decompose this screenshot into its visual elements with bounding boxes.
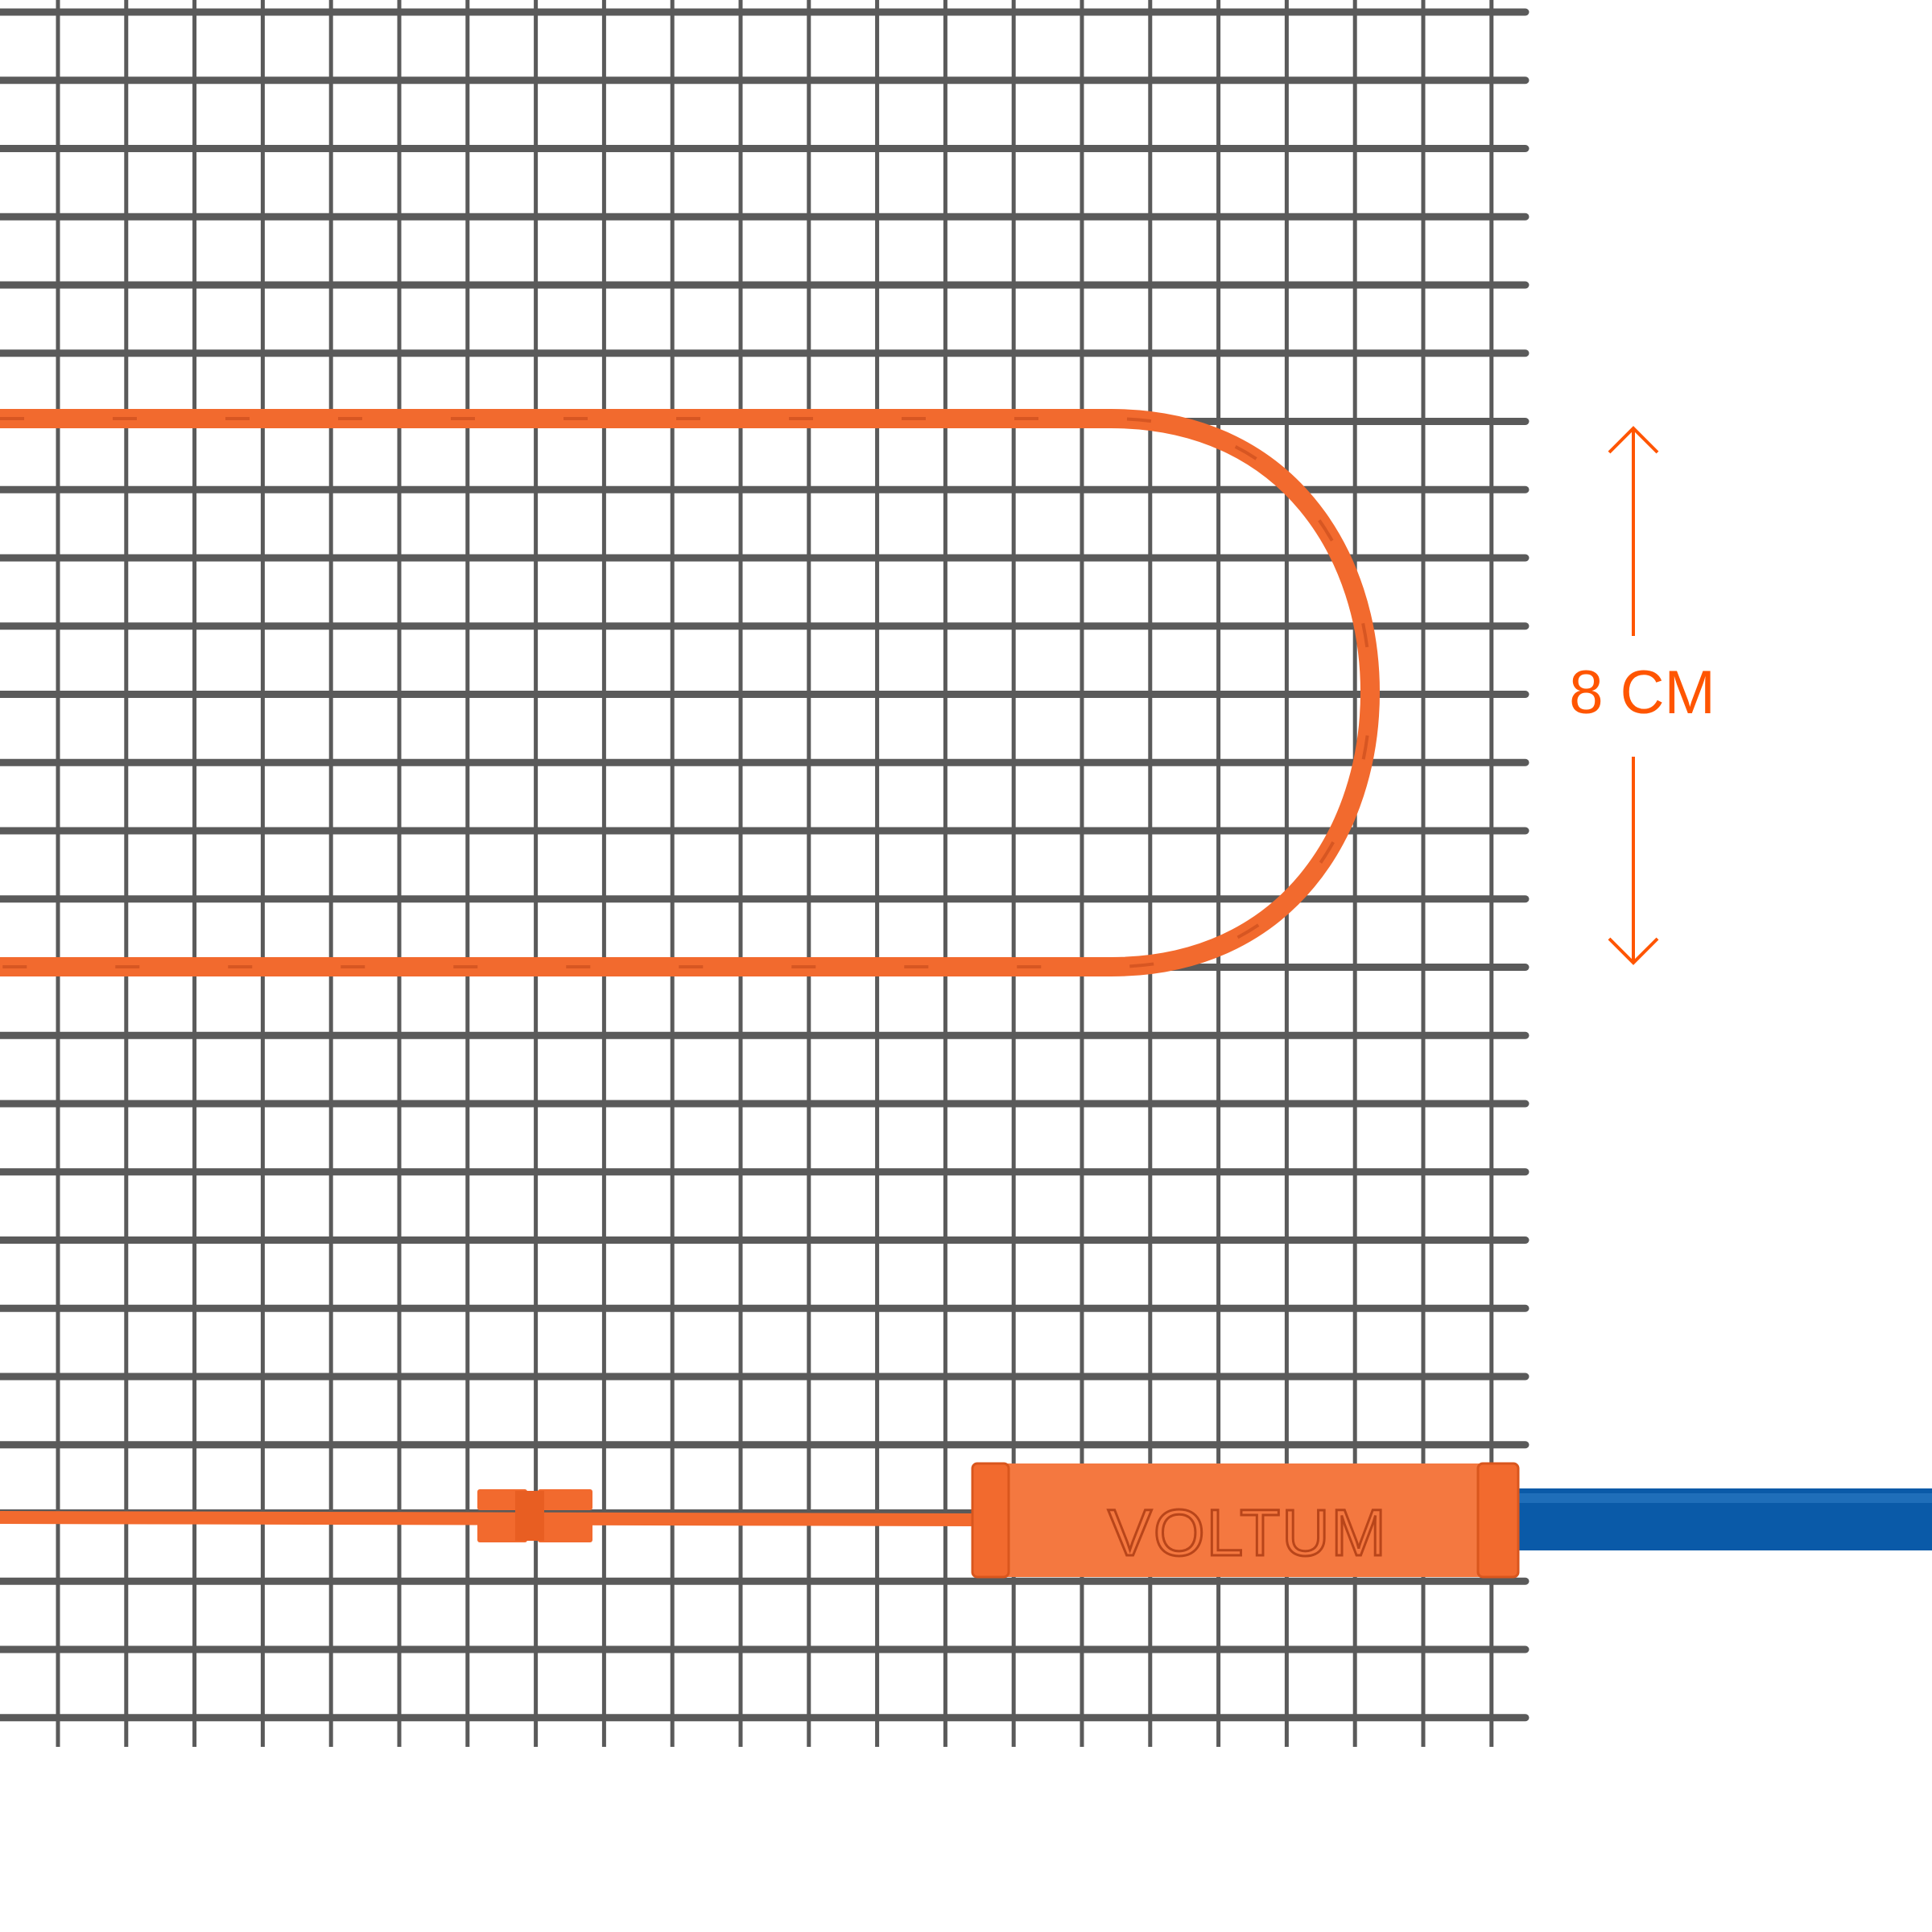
- voltum-connector: VOLTUM: [971, 1462, 1520, 1579]
- arrow-up-icon: [1608, 426, 1659, 636]
- dimension-marker: [1608, 426, 1659, 965]
- cable-wrap-texture: [0, 417, 1373, 968]
- dimension-label: 8 CM: [1569, 658, 1715, 727]
- cold-lead-cable: [0, 1511, 979, 1526]
- brand-logo: VOLTUM: [1108, 1496, 1388, 1570]
- arrow-down-icon: [1608, 757, 1659, 965]
- cable-clip: [477, 1489, 592, 1542]
